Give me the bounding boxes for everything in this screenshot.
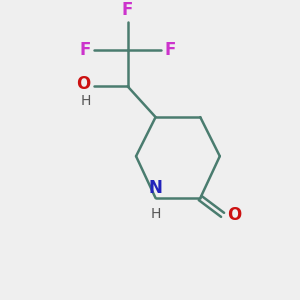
Text: F: F [80,41,91,59]
Text: O: O [76,75,91,93]
Text: H: H [150,207,161,221]
Text: H: H [80,94,91,108]
Text: O: O [228,206,242,224]
Text: N: N [148,179,163,197]
Text: F: F [122,2,133,20]
Text: F: F [164,41,176,59]
